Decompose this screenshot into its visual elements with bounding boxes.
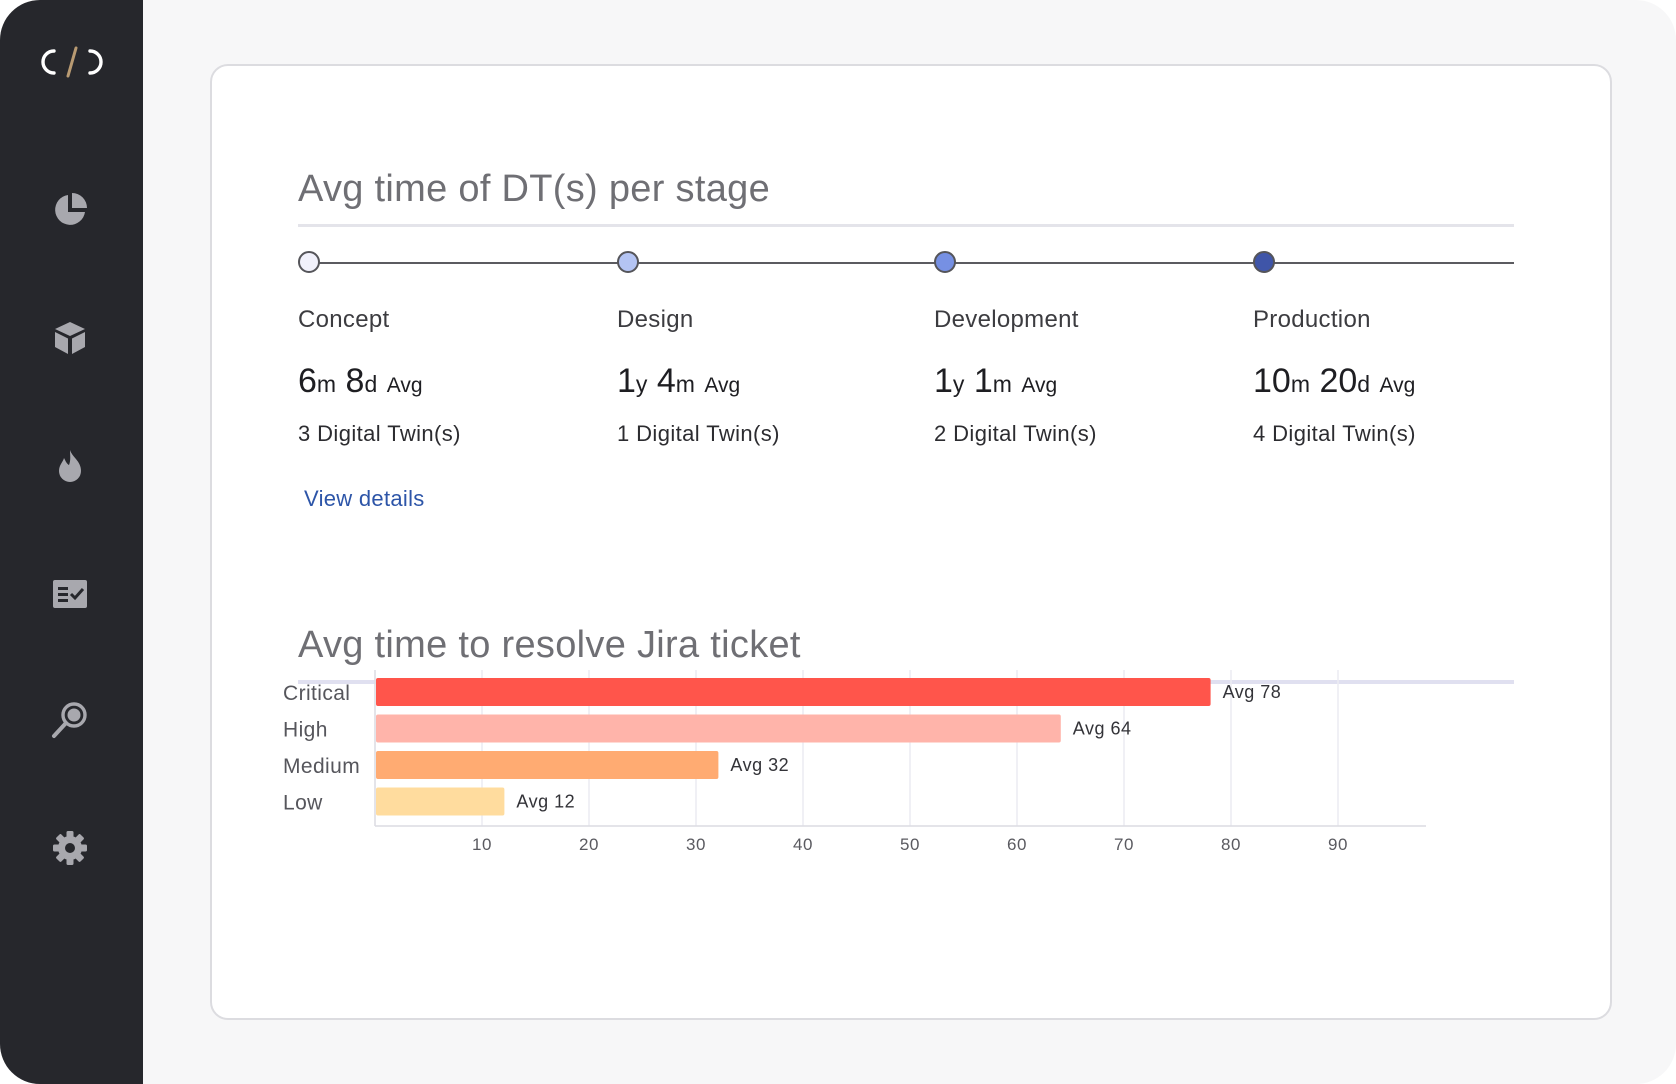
stage-development: Development 1y 1m Avg 2 Digital Twin(s)	[934, 306, 1234, 447]
category-label: Critical	[283, 682, 350, 705]
bar-critical	[376, 678, 1211, 706]
stage-twin-count: 2 Digital Twin(s)	[934, 421, 1097, 446]
nav-dashboard[interactable]	[50, 190, 90, 230]
x-tick-label: 10	[472, 835, 492, 854]
data-label: Avg 64	[1073, 719, 1132, 739]
x-tick-label: 60	[1007, 835, 1027, 854]
stage-timeline	[310, 262, 1514, 264]
logo-mark-icon	[40, 46, 103, 78]
stage-avg-time: 1y 1m Avg	[934, 362, 1058, 400]
stage-name: Development	[934, 306, 1079, 333]
stage-name: Production	[1253, 306, 1371, 333]
stage-name: Concept	[298, 306, 390, 333]
bar-high	[376, 714, 1061, 743]
sidebar	[0, 0, 143, 1084]
gear-icon	[53, 831, 87, 865]
bar-medium	[376, 751, 719, 779]
stage-avg-time: 1y 4m Avg	[617, 362, 741, 400]
stage-concept: Concept 6m 8d Avg 3 Digital Twin(s)	[298, 306, 598, 447]
jira-section-title: Avg time to resolve Jira ticket	[298, 624, 801, 666]
x-tick-label: 20	[579, 835, 599, 854]
view-details-link[interactable]: View details	[304, 486, 425, 511]
stage-production: Production 10m 20d Avg 4 Digital Twin(s)	[1253, 306, 1553, 447]
nav-settings[interactable]	[50, 828, 90, 868]
bar-low	[376, 787, 505, 816]
x-tick-label: 30	[686, 835, 706, 854]
x-tick-label: 70	[1114, 835, 1134, 854]
nav-alerts[interactable]	[50, 446, 90, 486]
stage-twin-count: 1 Digital Twin(s)	[617, 421, 780, 446]
stage-avg-time: 10m 20d Avg	[1253, 362, 1416, 400]
stage-node-design	[617, 251, 639, 273]
stage-design: Design 1y 4m Avg 1 Digital Twin(s)	[617, 306, 917, 447]
x-tick-label: 90	[1328, 835, 1348, 854]
app-logo[interactable]	[0, 34, 143, 90]
stage-node-production	[1253, 251, 1275, 273]
jira-resolve-bar-chart: 10 20 30 40 50 60 70 80 90 Critical Avg 78 High Avg …	[283, 670, 1426, 854]
stage-node-development	[934, 251, 956, 273]
data-label: Avg 12	[516, 792, 575, 812]
checklist-icon	[53, 580, 87, 608]
category-label: Low	[283, 792, 323, 815]
nav-tasks[interactable]	[50, 574, 90, 614]
data-label: Avg 32	[730, 755, 789, 775]
category-label: High	[283, 719, 328, 742]
nav-products[interactable]	[50, 318, 90, 358]
stage-section-divider	[298, 224, 1514, 227]
stage-name: Design	[617, 306, 694, 333]
category-label: Medium	[283, 755, 360, 778]
data-label: Avg 78	[1223, 682, 1282, 702]
x-tick-label: 50	[900, 835, 920, 854]
x-tick-label: 80	[1221, 835, 1241, 854]
x-tick-label: 40	[793, 835, 813, 854]
cube-icon	[55, 322, 85, 354]
stage-avg-time: 6m 8d Avg	[298, 362, 423, 400]
stage-twin-count: 4 Digital Twin(s)	[1253, 421, 1416, 446]
magnifier-icon	[52, 702, 87, 738]
flame-icon	[59, 450, 81, 482]
metrics-card: Avg time of DT(s) per stage Concept 6m 8…	[210, 64, 1612, 1020]
pie-chart-icon	[55, 193, 87, 225]
stage-twin-count: 3 Digital Twin(s)	[298, 421, 461, 446]
stage-section-title: Avg time of DT(s) per stage	[298, 168, 771, 210]
nav-search[interactable]	[50, 700, 90, 740]
stage-node-concept	[298, 251, 320, 273]
